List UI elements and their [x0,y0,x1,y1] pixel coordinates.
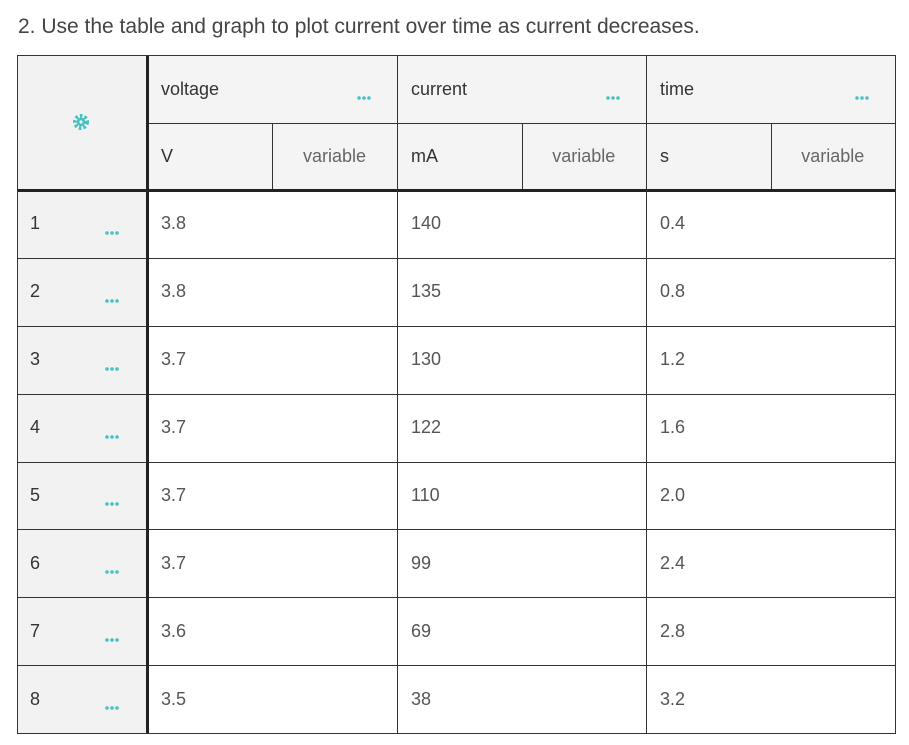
cell[interactable]: 3.7 [161,349,187,370]
h-line [17,257,895,259]
cell[interactable]: 0.4 [660,213,686,234]
table-border [17,55,896,734]
menu-dots[interactable] [105,493,119,507]
column-unit[interactable]: s [660,146,669,166]
menu-dots[interactable] [105,222,119,235]
row-label: 8 [30,688,41,709]
column-name[interactable]: time [660,78,695,99]
menu-dots[interactable] [105,561,119,575]
menu-dots[interactable] [855,87,869,100]
menu-dots[interactable] [105,629,119,642]
column-name[interactable]: current [411,78,468,99]
v-line [397,55,398,733]
v-line [521,123,523,190]
cell[interactable]: 2.8 [660,620,686,641]
cell[interactable]: 3.7 [161,417,187,438]
h-line [17,393,895,395]
cell[interactable]: 135 [411,281,442,302]
menu-dots[interactable] [105,290,119,303]
cell[interactable]: 99 [411,552,432,573]
cell[interactable]: 110 [411,484,440,505]
row-header-rule [146,55,149,733]
h-line [17,325,895,327]
cell[interactable]: 3.7 [161,552,187,573]
v-line [646,55,647,733]
row-label: 6 [30,552,41,573]
column-kind[interactable]: variable [302,146,367,166]
header-bg [147,55,895,190]
menu-dots[interactable] [105,426,119,439]
menu-dots[interactable] [105,697,119,710]
v-line [770,123,772,190]
cell[interactable]: 3.6 [161,620,187,641]
cell[interactable]: 2.0 [660,484,686,505]
cell[interactable]: 3.8 [161,213,187,234]
settings-gear[interactable] [72,113,90,131]
cell[interactable]: 1.6 [660,417,686,438]
cell[interactable]: 140 [411,213,442,234]
h-line [147,123,895,124]
menu-dots[interactable] [357,87,371,100]
cell[interactable]: 2.4 [660,552,686,573]
cell[interactable]: 3.5 [161,688,187,709]
menu-dots[interactable] [105,358,119,371]
column-kind[interactable]: variable [552,146,616,166]
cell[interactable]: 69 [411,620,432,641]
v-line [272,123,273,190]
h-line [17,597,895,599]
column-name[interactable]: voltage [161,78,220,99]
cell[interactable]: 122 [411,417,442,438]
row-label: 5 [30,484,41,505]
row-label: 2 [30,281,41,302]
cell[interactable]: 3.8 [161,281,187,302]
row-label: 1 [30,213,41,234]
question: 2. Use the table and graph to plot curre… [18,15,700,38]
row-label: 7 [30,620,41,641]
menu-dots[interactable] [606,87,620,100]
column-unit[interactable]: V [161,146,174,166]
cell[interactable]: 38 [411,688,432,709]
row-label: 3 [30,349,41,370]
cell[interactable]: 1.2 [660,349,686,370]
cell[interactable]: 3.7 [161,484,187,505]
header-rule [17,189,896,192]
column-unit[interactable]: mA [411,146,438,166]
cell[interactable]: 3.2 [660,688,686,709]
row-label: 4 [30,417,41,438]
h-line [17,665,895,667]
column-kind[interactable]: variable [801,146,865,166]
h-line [17,529,895,531]
cell[interactable]: 130 [411,349,442,370]
h-line [17,461,895,463]
cell[interactable]: 0.8 [660,281,686,302]
